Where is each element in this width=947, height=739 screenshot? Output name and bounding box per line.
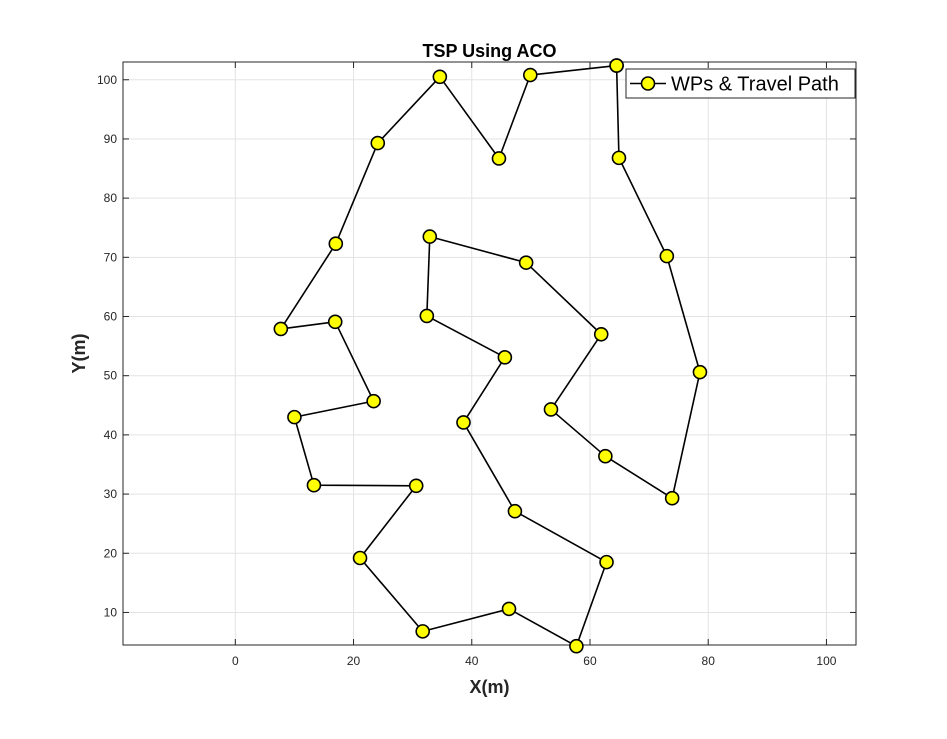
waypoint-marker [287, 409, 302, 425]
waypoint-marker [501, 601, 517, 617]
waypoint-marker [692, 364, 708, 380]
y-tick-label: 10 [104, 605, 118, 619]
waypoint-marker [659, 248, 675, 264]
waypoint-marker [491, 151, 507, 166]
x-tick-label: 60 [583, 654, 597, 668]
waypoint-marker [352, 550, 368, 566]
waypoint-marker [518, 255, 534, 270]
x-tick-label: 80 [702, 654, 716, 668]
waypoint-marker [456, 415, 471, 430]
waypoint-marker [408, 478, 424, 494]
waypoint-marker [422, 229, 438, 244]
x-tick-label: 40 [465, 654, 479, 668]
waypoint-marker [366, 393, 381, 409]
x-tick-label: 100 [816, 654, 836, 668]
waypoint-marker [415, 624, 431, 639]
waypoint-marker [507, 503, 523, 519]
series-layer [273, 58, 708, 654]
waypoint-marker [598, 448, 613, 464]
waypoint-marker [432, 69, 448, 85]
y-tick-label: 50 [104, 369, 118, 383]
axes [122, 61, 857, 646]
legend: WPs & Travel Path [625, 68, 856, 99]
y-tick-label: 70 [104, 250, 118, 264]
x-axis-title: X(m) [470, 677, 510, 697]
y-tick-label: 30 [104, 487, 118, 501]
waypoint-marker [543, 402, 559, 417]
y-tick-label: 90 [104, 132, 118, 146]
waypoint-marker [569, 638, 584, 654]
legend-marker [640, 76, 656, 91]
waypoint-marker [593, 326, 609, 342]
x-tick-label: 20 [347, 654, 361, 668]
x-tick-label: 0 [232, 654, 239, 668]
y-tick-label: 20 [104, 546, 118, 560]
waypoint-marker [609, 58, 624, 73]
waypoint-marker [306, 477, 322, 493]
x-tick-labels: 0 20 40 60 80 100 [232, 654, 837, 668]
waypoint-marker [370, 135, 386, 151]
waypoint-marker [522, 67, 538, 83]
waypoint-marker [328, 236, 344, 252]
plot-area [123, 62, 856, 645]
waypoint-marker [599, 554, 614, 570]
waypoint-marker [497, 350, 513, 365]
legend-label: WPs & Travel Path [671, 74, 839, 96]
waypoint-marker [664, 490, 680, 506]
waypoint-marker [327, 314, 343, 330]
waypoint-marker [419, 308, 435, 324]
y-tick-label: 100 [97, 73, 117, 87]
grid-lines [123, 62, 856, 645]
axes-box [122, 61, 857, 646]
waypoint-marker [273, 321, 289, 337]
waypoint-marker [611, 150, 627, 166]
y-axis-title: Y(m) [69, 333, 89, 373]
y-tick-labels: 10 20 30 40 50 60 70 80 90 100 [97, 73, 117, 620]
chart-title: TSP Using ACO [422, 41, 556, 61]
y-tick-label: 80 [104, 191, 118, 205]
y-tick-label: 40 [104, 428, 118, 442]
y-tick-label: 60 [104, 310, 118, 324]
